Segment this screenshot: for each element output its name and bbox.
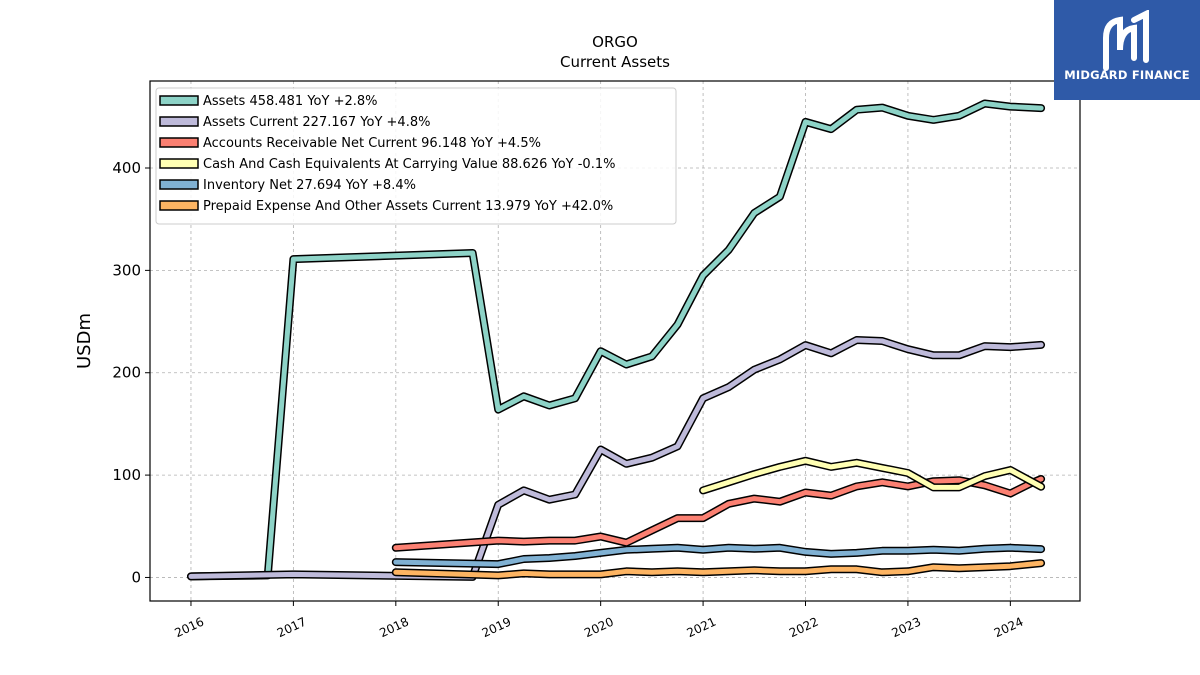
- legend-entry: Assets 458.481 YoY +2.8%: [203, 94, 378, 109]
- x-tick-label: 2022: [787, 615, 821, 641]
- legend-swatch: [159, 116, 199, 127]
- legend-swatch: [159, 95, 199, 106]
- series-line: [393, 560, 1044, 578]
- legend-swatch: [159, 158, 199, 169]
- chart-title: ORGO: [592, 33, 638, 51]
- series-3: [699, 456, 1046, 495]
- brand-badge: MIDGARD FINANCE: [1054, 0, 1200, 100]
- x-tick-label: 2019: [480, 615, 514, 641]
- legend-entry: Accounts Receivable Net Current 96.148 Y…: [203, 136, 541, 151]
- series-line: [393, 476, 1044, 551]
- series-line: [188, 101, 1044, 579]
- midgard-logo-icon: [1103, 10, 1149, 71]
- y-tick-label: 100: [112, 466, 141, 484]
- legend-swatch: [159, 179, 199, 190]
- chart-subtitle: Current Assets: [560, 53, 670, 71]
- legend-entry: Cash And Cash Equivalents At Carrying Va…: [203, 157, 615, 172]
- x-tick-label: 2017: [275, 615, 309, 641]
- y-axis-label: USDm: [74, 313, 95, 369]
- series-0: [187, 99, 1046, 581]
- series-2: [391, 475, 1046, 552]
- series-5: [391, 559, 1046, 580]
- series-line: [700, 458, 1044, 493]
- series-line: [393, 545, 1044, 567]
- x-tick-label: 2023: [889, 615, 923, 641]
- x-tick-label: 2020: [582, 615, 616, 641]
- y-tick-label: 0: [131, 568, 141, 586]
- series-4: [391, 543, 1046, 569]
- x-tick-label: 2016: [172, 615, 206, 641]
- legend-entry: Prepaid Expense And Other Assets Current…: [203, 199, 613, 214]
- x-tick-label: 2018: [377, 615, 411, 641]
- series-lines: [187, 99, 1046, 581]
- y-tick-label: 200: [112, 364, 141, 382]
- x-tick-label: 2021: [685, 615, 719, 641]
- legend-swatch: [159, 137, 199, 148]
- legend-box: [155, 87, 677, 225]
- y-tick-label: 400: [112, 159, 141, 177]
- legend-entry: Assets Current 227.167 YoY +4.8%: [203, 115, 430, 130]
- brand-name: MIDGARD FINANCE: [1064, 68, 1190, 82]
- plot-frame: [149, 80, 1081, 602]
- legend-entry: Inventory Net 27.694 YoY +8.4%: [203, 178, 416, 193]
- legend-swatch: [159, 200, 199, 211]
- x-tick-label: 2024: [992, 615, 1026, 641]
- legend: Assets 458.481 YoY +2.8% Assets Current 2…: [155, 87, 677, 225]
- series-line: [188, 337, 1044, 580]
- y-tick-label: 300: [112, 261, 141, 279]
- series-1: [187, 336, 1046, 581]
